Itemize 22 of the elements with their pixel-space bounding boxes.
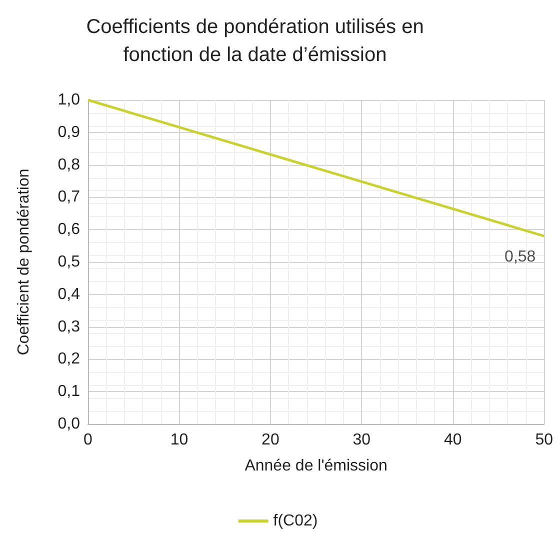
x-tick-label: 20 [262, 432, 280, 448]
x-tick-label: 10 [170, 432, 188, 448]
y-tick-label: 0,5 [58, 254, 80, 270]
y-tick-label: 0,1 [58, 383, 80, 400]
y-tick-label: 0,9 [58, 124, 80, 141]
y-tick-label: 0,8 [58, 156, 80, 174]
y-tick-label: 0,4 [58, 286, 80, 303]
x-tick-label: 30 [352, 432, 371, 448]
x-tick-label: 50 [535, 432, 554, 448]
y-tick-label: 0,2 [58, 350, 80, 368]
x-tick-label: 0 [84, 432, 93, 448]
chart-title: Coefficients de pondération utilisés en fonction de la date d’émission [86, 16, 424, 66]
y-tick-label: 1,0 [58, 92, 80, 108]
y-tick-label: 0,3 [58, 318, 80, 336]
y-tick-label: 0,0 [58, 416, 80, 432]
y-tick-label: 0,7 [58, 188, 80, 206]
y-axis-title: Coefficient de pondération [16, 168, 32, 356]
x-tick-label: 40 [444, 432, 462, 448]
y-tick-label: 0,6 [58, 221, 80, 238]
annotation: 0,58 [504, 248, 536, 266]
x-axis-title: Année de l'émission [244, 458, 388, 474]
legend-label: f(C02) [273, 512, 318, 530]
